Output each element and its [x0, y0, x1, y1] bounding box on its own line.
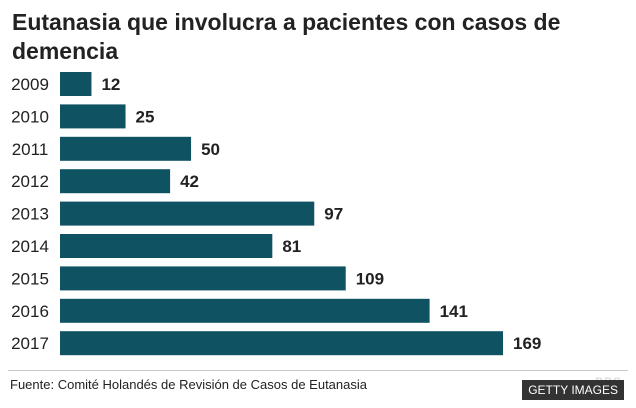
bar-2017	[60, 331, 503, 356]
bar-2011	[60, 136, 192, 161]
data-label: 25	[136, 107, 155, 126]
photo-credit: GETTY IMAGES	[522, 380, 624, 400]
y-tick-label: 2016	[11, 302, 49, 321]
data-label: 12	[101, 75, 120, 94]
data-label: 42	[180, 172, 199, 191]
bar-2012	[60, 169, 171, 194]
data-label: 109	[356, 269, 384, 288]
bar-2013	[60, 201, 315, 226]
bar-2015	[60, 266, 346, 291]
source-divider	[8, 370, 628, 371]
y-tick-label: 2013	[11, 205, 49, 224]
bar-2010	[60, 104, 126, 129]
bar-2014	[60, 234, 273, 258]
y-tick-label: 2011	[12, 140, 49, 159]
y-tick-label: 2015	[11, 269, 49, 288]
y-tick-label: 2009	[11, 75, 49, 94]
y-tick-label: 2010	[11, 107, 49, 126]
data-label: 97	[324, 205, 343, 224]
bar-2016	[60, 298, 430, 323]
chart-title: Eutanasia que involucra a pacientes con …	[12, 9, 561, 64]
data-label: 50	[201, 140, 220, 159]
bar-2009	[60, 72, 92, 96]
bar-chart: 2009 12 2010 25 2011 50 2012 42 2013 97 2014 81 2015…	[11, 72, 541, 356]
y-tick-label: 2012	[11, 172, 49, 191]
data-label: 81	[282, 237, 301, 256]
source-note: Fuente: Comité Holandés de Revisión de C…	[10, 377, 367, 392]
y-tick-label: 2014	[11, 237, 49, 256]
data-label: 169	[513, 334, 541, 353]
y-tick-label: 2017	[11, 334, 49, 353]
bars-layer: 2009 12 2010 25 2011 50 2012 42 2013 97 2014 81 2015…	[11, 72, 541, 356]
data-label: 141	[440, 302, 468, 321]
